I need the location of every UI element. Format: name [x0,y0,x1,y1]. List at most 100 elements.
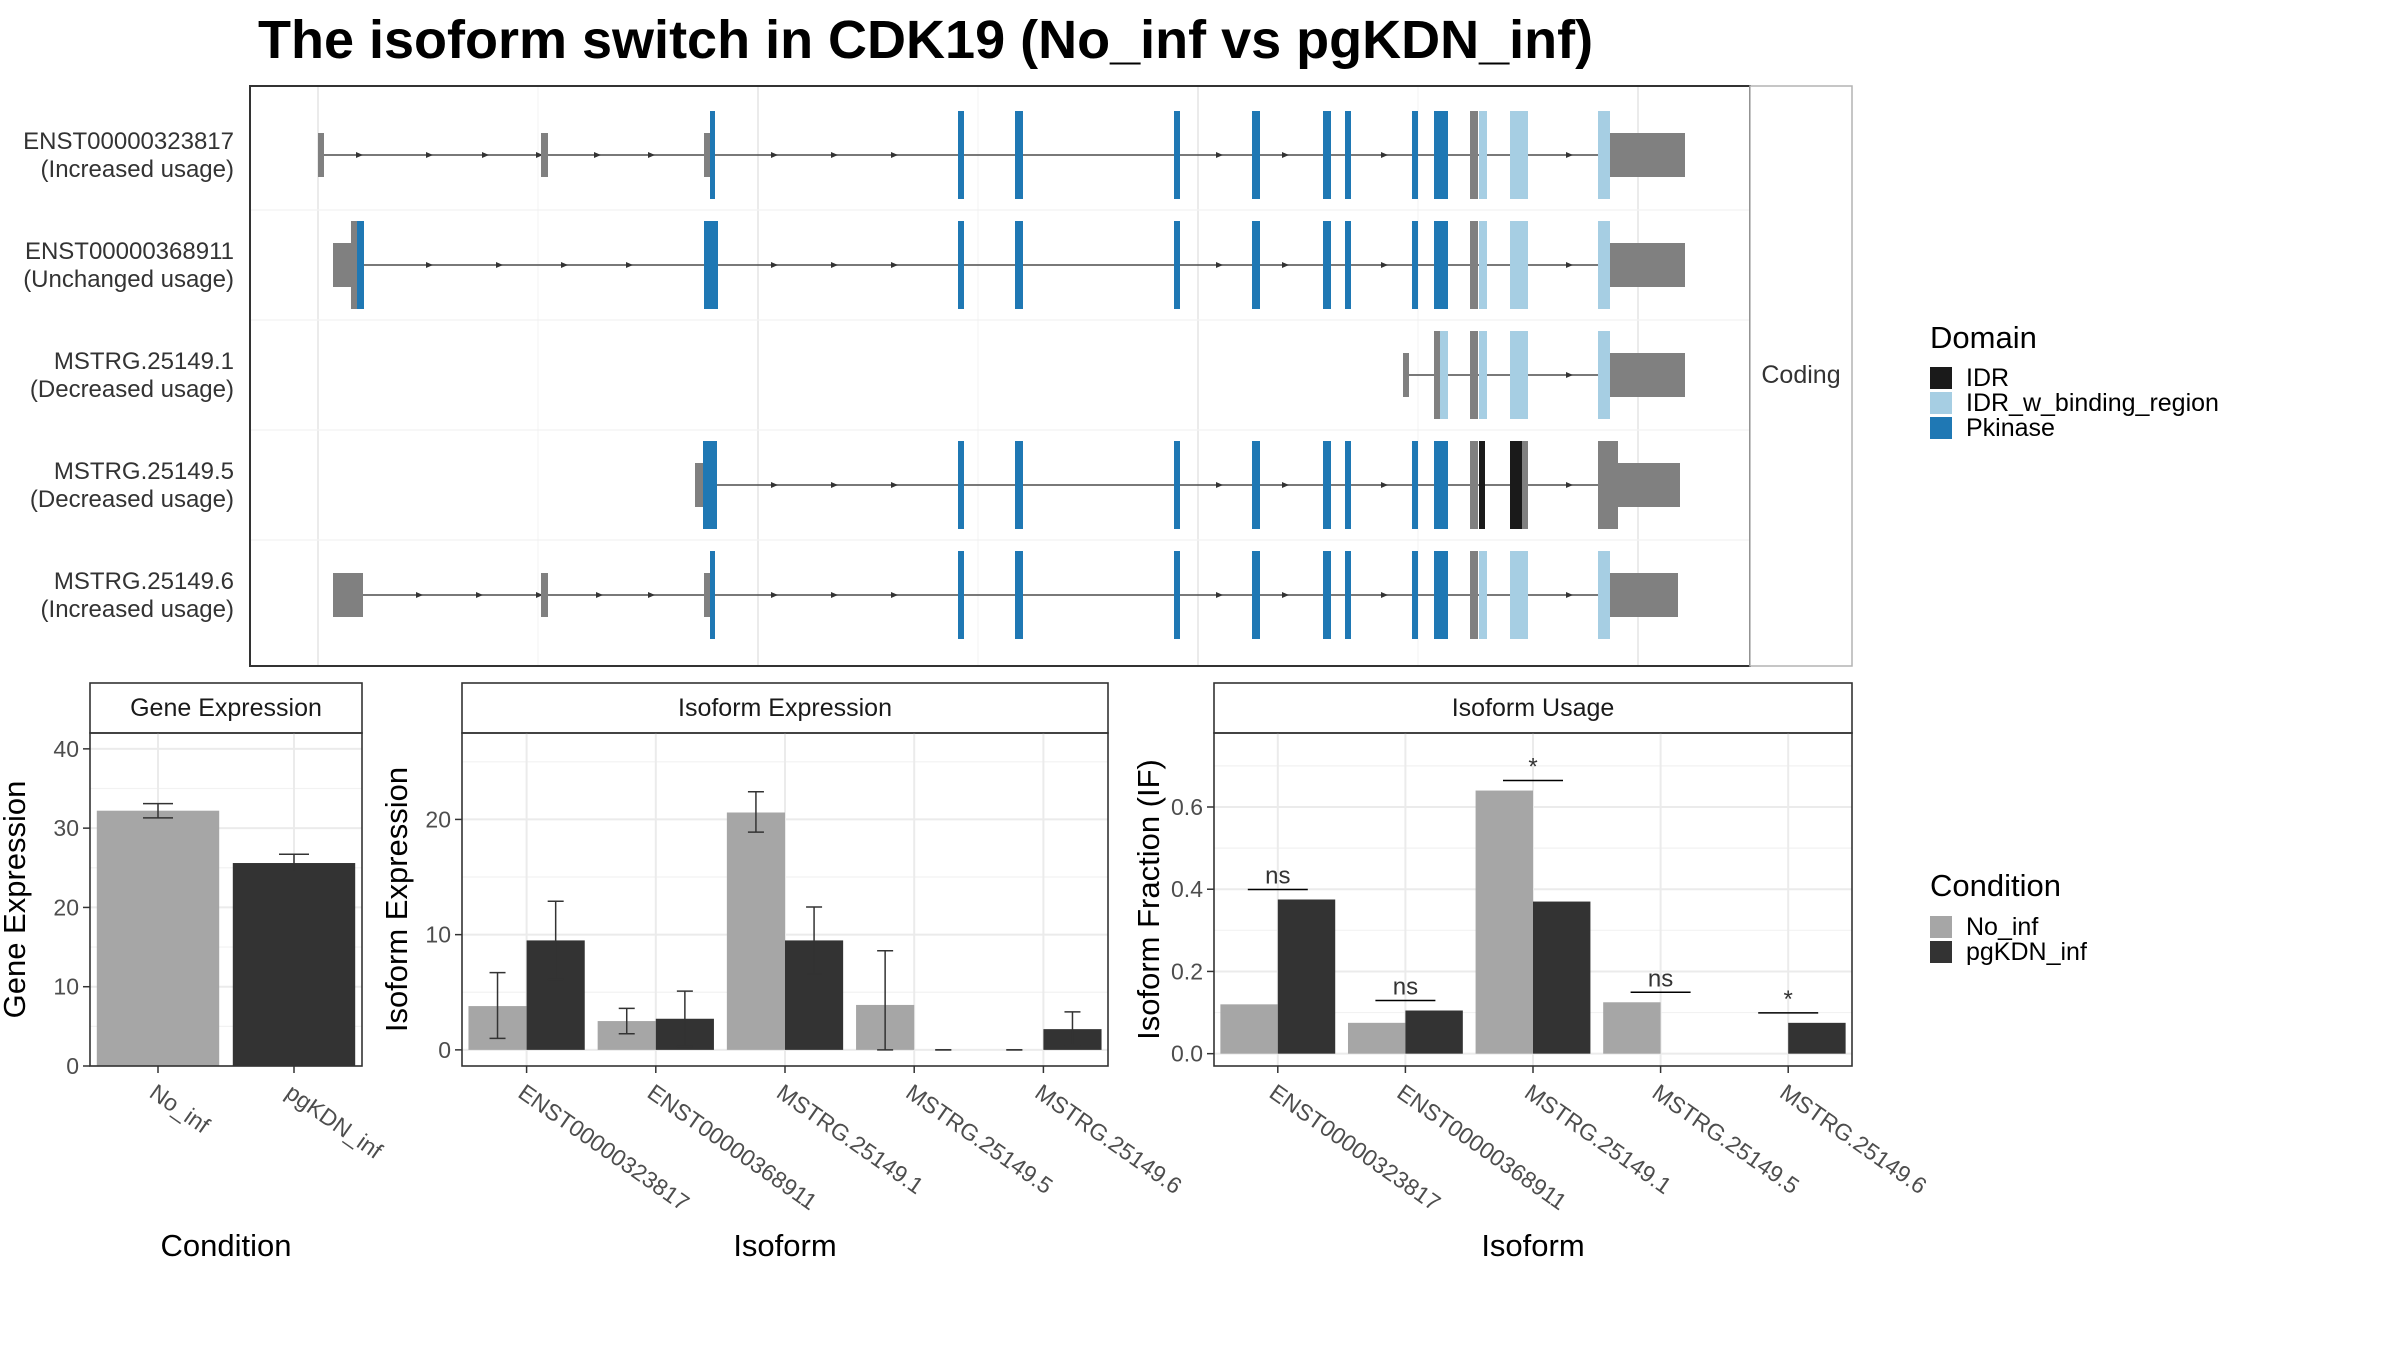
strand-arrow [1216,262,1223,268]
strand-arrow [1282,592,1289,598]
domain-exon-block [1015,441,1023,529]
x-axis-title: Condition [161,1228,292,1263]
exon-block [1470,551,1478,639]
exon-block [351,221,357,309]
domain-exon-block [1345,111,1351,199]
domain-exon-block [1510,551,1528,639]
strand-arrow [426,152,433,158]
x-tick-label: No_inf [145,1079,215,1139]
strand-arrow [536,152,543,158]
isoform-track [333,221,1685,309]
domain-exon-block [1174,221,1180,309]
strand-arrow [831,152,838,158]
strand-arrow [356,152,363,158]
domain-legend-title: Domain [1930,320,2037,355]
strand-arrow [1282,482,1289,488]
domain-exon-block [1323,221,1331,309]
strand-arrow [831,262,838,268]
strand-arrow [1566,152,1573,158]
domain-legend-label: IDR [1966,364,2009,392]
strand-arrow [1566,482,1573,488]
bar [1475,790,1533,1054]
isoform-usage-label: (Increased usage) [41,156,234,183]
structure-grid [250,86,1750,666]
strand-arrow [561,262,568,268]
isoform-usage-label: (Unchanged usage) [23,266,234,293]
domain-exon-block [1412,221,1418,309]
exon-block [333,573,363,617]
strand-arrow [416,592,423,598]
isoform-id-label: MSTRG.25149.6 [54,568,234,595]
isoform-id-label: MSTRG.25149.5 [54,458,234,485]
domain-exon-block [710,551,715,639]
significance-label: ns [1648,965,1673,992]
strand-arrow [594,152,601,158]
isoform-usage-label: (Decreased usage) [30,486,234,513]
strand-arrow [1282,262,1289,268]
domain-exon-block [958,221,964,309]
domain-exon-block [1345,551,1351,639]
domain-exon-block [1412,111,1418,199]
isoform-track [318,111,1685,199]
domain-exon-block [1323,111,1331,199]
bar [232,863,356,1066]
significance-label: * [1784,986,1793,1013]
domain-exon-block [1434,111,1448,199]
domain-exon-block [1510,221,1528,309]
isoform-id-label: MSTRG.25149.1 [54,348,234,375]
exon-block [1470,221,1478,309]
domain-exon-block [703,441,717,529]
domain-exon-block [1174,111,1180,199]
domain-exon-block [357,221,364,309]
exon-block [1434,331,1440,419]
strand-arrow [1381,262,1388,268]
y-axis-title: Isoform Fraction (IF) [1131,759,1166,1040]
domain-legend-key [1930,417,1952,439]
gene-expression-panel: Gene Expression 0 10 20 30 40 No_inf pgKDN_inf C… [0,682,388,1263]
domain-exon-block [1412,441,1418,529]
domain-exon-block [1323,441,1331,529]
domain-legend-key [1930,392,1952,414]
bar [1533,901,1591,1054]
utr-block [1610,573,1678,617]
domain-exon-block [1323,551,1331,639]
isoform-id-label: ENST00000368911 [25,238,234,265]
isoform-track [333,551,1678,639]
domain-exon-block [1510,441,1522,529]
bar [1220,1004,1278,1054]
domain-exon-block [958,551,964,639]
exon-block [541,573,548,617]
strand-arrow [771,592,778,598]
domain-legend-label: IDR_w_binding_region [1966,389,2219,417]
strand-arrow [596,592,603,598]
y-tick-label: 0.4 [1171,876,1203,902]
domain-exon-block [1479,111,1487,199]
strand-arrow [1381,592,1388,598]
domain-exon-block [1345,221,1351,309]
strand-arrow [1566,262,1573,268]
transcript-structure-panel: ENST00000323817(Increased usage)ENST0000… [23,85,1853,667]
bar [1347,1022,1406,1054]
strand-arrow [1216,592,1223,598]
condition-legend-key [1930,916,1952,938]
y-axis-title: Gene Expression [0,781,32,1019]
domain-exon-block [704,221,718,309]
domain-exon-block [1434,441,1448,529]
x-axis-title: Isoform [1481,1228,1584,1263]
condition-legend-label: No_inf [1966,913,2038,941]
panel-strip-label: Isoform Expression [678,694,892,722]
exon-block [1403,353,1409,397]
domain-exon-block [1015,551,1023,639]
domain-exon-block [1015,221,1023,309]
domain-exon-block [1510,111,1528,199]
exon-block [541,133,548,177]
bar [1405,1010,1463,1054]
isoform-labels: ENST00000323817(Increased usage)ENST0000… [23,128,234,623]
domain-exon-block [1598,551,1610,639]
y-tick-label: 0 [66,1053,79,1079]
isoform-track [695,441,1680,529]
exon-block [1598,441,1618,529]
strand-arrow [1381,482,1388,488]
strand-arrow [891,592,898,598]
